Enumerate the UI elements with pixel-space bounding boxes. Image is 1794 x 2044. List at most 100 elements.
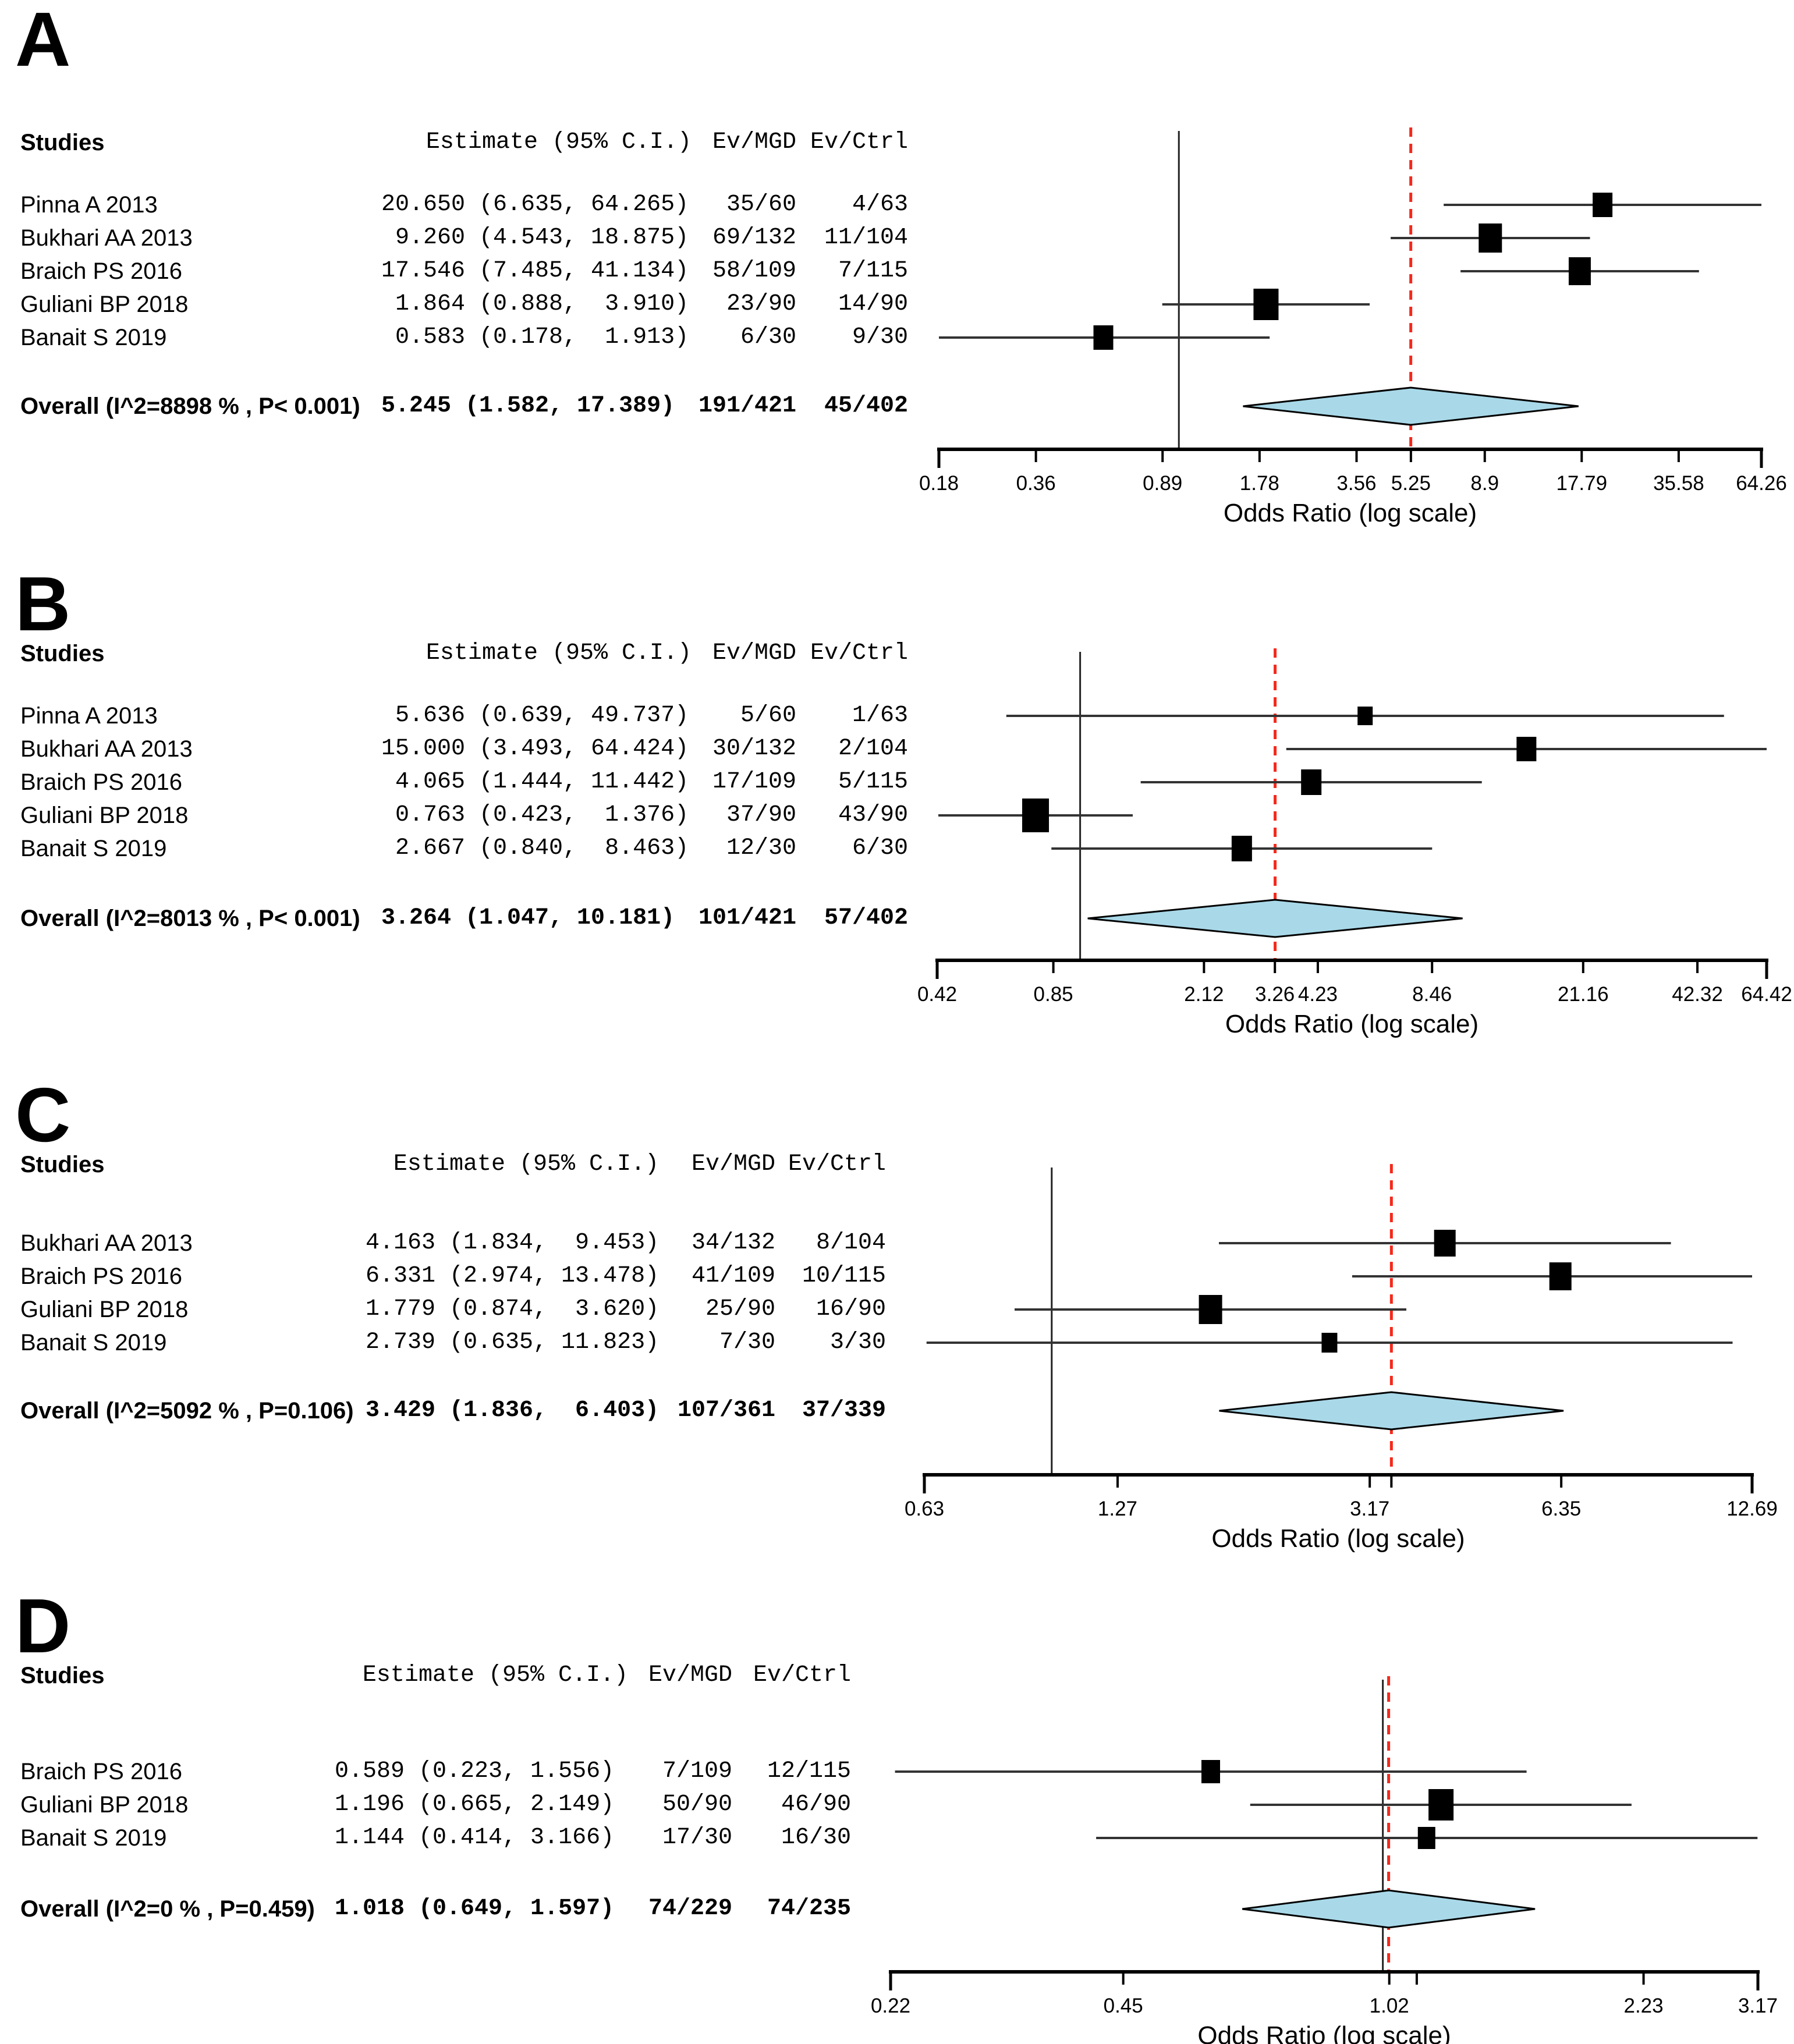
axis-tick-label: 0.22	[871, 1995, 910, 2017]
study-square	[1549, 1262, 1572, 1290]
axis-tick-label: 64.42	[1741, 983, 1792, 1006]
study-estimate-ci: 2.739 (0.635, 11.823)	[366, 1329, 660, 1355]
overall-events-mgd: 101/421	[698, 905, 796, 931]
col-header-studies: Studies	[20, 641, 105, 666]
study-events-ctrl: 6/30	[852, 835, 908, 861]
axis-tick-label: 42.32	[1672, 983, 1723, 1006]
study-events-mgd: 50/90	[662, 1791, 732, 1818]
study-estimate-ci: 1.196 (0.665, 2.149)	[335, 1791, 615, 1818]
study-square	[1253, 289, 1279, 320]
axis-title: Odds Ratio (log scale)	[1225, 1010, 1479, 1038]
axis-tick-label: 0.89	[1143, 472, 1182, 495]
forest-panel-b: B Studies Estimate (95% C.I.) Ev/MGD Ev/Ctrl…	[0, 511, 1794, 1039]
overall-estimate-ci: 3.264 (1.047, 10.181)	[381, 905, 675, 931]
col-header-ev-mgd: Ev/MGD	[691, 1151, 775, 1177]
col-header-studies: Studies	[20, 1152, 105, 1177]
overall-events-ctrl: 74/235	[767, 1896, 851, 1922]
study-events-mgd: 34/132	[691, 1230, 775, 1256]
study-events-ctrl: 16/90	[816, 1296, 886, 1322]
study-events-mgd: 7/30	[719, 1329, 775, 1355]
forest-panel-c: C Studies Estimate (95% C.I.) Ev/MGD Ev/Ctrl…	[0, 1022, 1794, 1553]
study-events-mgd: 35/60	[726, 191, 796, 218]
forest-plot-c: 0.63 1.27 3.17 6.35 12.69 Odds Ratio (log sca…	[905, 1164, 1778, 1553]
study-events-ctrl: 5/115	[838, 769, 908, 795]
panel-label: A	[15, 0, 71, 82]
study-events-mgd: 5/60	[740, 702, 796, 729]
overall-estimate-ci: 1.018 (0.649, 1.597)	[335, 1896, 615, 1922]
col-header-studies: Studies	[20, 130, 105, 155]
study-events-ctrl: 46/90	[781, 1791, 851, 1818]
study-events-mgd: 6/30	[740, 324, 796, 350]
overall-label: Overall (I^2=0 % , P=0.459)	[20, 1896, 315, 1922]
study-estimate-ci: 0.589 (0.223, 1.556)	[335, 1758, 615, 1784]
col-header-ev-mgd: Ev/MGD	[712, 640, 796, 666]
axis-title: Odds Ratio (log scale)	[1211, 1524, 1465, 1553]
study-events-ctrl: 16/30	[781, 1825, 851, 1851]
axis-tick-label: 8.9	[1470, 472, 1499, 495]
axis-tick-label: 6.35	[1541, 1497, 1581, 1520]
overall-label: Overall (I^2=8013 % , P< 0.001)	[20, 906, 360, 931]
study-events-mgd: 17/109	[712, 769, 796, 795]
overall-label: Overall (I^2=5092 % , P=0.106)	[20, 1398, 354, 1424]
col-header-estimate: Estimate (95% C.I.)	[426, 129, 692, 155]
axis-tick-label: 3.56	[1336, 472, 1376, 495]
study-events-mgd: 17/30	[662, 1825, 732, 1851]
axis-tick-label: 8.46	[1412, 983, 1452, 1006]
study-events-mgd: 7/109	[662, 1758, 732, 1784]
study-events-ctrl: 1/63	[852, 702, 908, 729]
study-estimate-ci: 1.779 (0.874, 3.620)	[366, 1296, 660, 1322]
col-header-studies: Studies	[20, 1663, 105, 1688]
study-square	[1301, 769, 1322, 795]
study-events-mgd: 37/90	[726, 802, 796, 828]
study-events-mgd: 58/109	[712, 258, 796, 284]
study-square	[1321, 1333, 1338, 1353]
col-header-ev-mgd: Ev/MGD	[648, 1662, 732, 1688]
study-name: Banait S 2019	[20, 325, 167, 350]
axis-tick-label: 12.69	[1726, 1497, 1778, 1520]
study-estimate-ci: 6.331 (2.974, 13.478)	[366, 1263, 660, 1289]
study-name: Banait S 2019	[20, 836, 167, 861]
study-events-ctrl: 10/115	[802, 1263, 886, 1289]
study-estimate-ci: 4.163 (1.834, 9.453)	[366, 1230, 660, 1256]
study-events-ctrl: 8/104	[816, 1230, 886, 1256]
axis-title: Odds Ratio (log scale)	[1197, 2021, 1451, 2044]
col-header-ev-ctrl: Ev/Ctrl	[810, 640, 908, 666]
forest-plot-d: 0.22 0.45 1.02 2.23 3.17 Odds Ratio (log scal…	[871, 1676, 1778, 2044]
study-name: Braich PS 2016	[20, 1759, 182, 1784]
axis-tick-label: 3.17	[1350, 1497, 1389, 1520]
study-events-mgd: 23/90	[726, 291, 796, 317]
forest-panel-a: A Studies Estimate (95% C.I.) Ev/MGD Ev/Ctrl…	[0, 0, 1794, 528]
summary-diamond	[1243, 386, 1579, 426]
study-name: Bukhari AA 2013	[20, 736, 193, 762]
study-estimate-ci: 1.144 (0.414, 3.166)	[335, 1825, 615, 1851]
study-events-ctrl: 11/104	[824, 225, 908, 251]
study-name: Braich PS 2016	[20, 1264, 182, 1289]
col-header-ev-ctrl: Ev/Ctrl	[810, 129, 908, 155]
axis-tick-label: 3.26	[1255, 983, 1295, 1006]
panel-label: B	[15, 561, 71, 647]
study-square	[1479, 223, 1502, 253]
study-events-mgd: 12/30	[726, 835, 796, 861]
axis-tick-label: 1.27	[1098, 1497, 1137, 1520]
study-events-mgd: 25/90	[705, 1296, 775, 1322]
study-name: Banait S 2019	[20, 1330, 167, 1355]
forest-panel-d: D Studies Estimate (95% C.I.) Ev/MGD Ev/Ctrl…	[0, 1533, 1794, 2044]
study-estimate-ci: 4.065 (1.444, 11.442)	[381, 769, 689, 795]
axis-tick-label: 4.23	[1298, 983, 1338, 1006]
panel-label: D	[15, 1583, 71, 1669]
study-events-mgd: 69/132	[712, 225, 796, 251]
study-square	[1568, 257, 1591, 285]
summary-diamond	[1087, 899, 1463, 938]
forest-plot-b: 0.42 0.85 2.12 3.26 4.23 8.46 21.16 42.32 64.42 O…	[917, 648, 1792, 1038]
study-events-mgd: 30/132	[712, 736, 796, 762]
overall-events-ctrl: 57/402	[824, 905, 908, 931]
study-estimate-ci: 2.667 (0.840, 8.463)	[381, 835, 689, 861]
study-estimate-ci: 1.864 (0.888, 3.910)	[381, 291, 689, 317]
study-name: Bukhari AA 2013	[20, 1230, 193, 1256]
study-name: Guliani BP 2018	[20, 803, 189, 828]
study-square	[1434, 1230, 1456, 1257]
study-estimate-ci: 17.546 (7.485, 41.134)	[381, 258, 689, 284]
col-header-estimate: Estimate (95% C.I.)	[393, 1151, 659, 1177]
col-header-ev-mgd: Ev/MGD	[712, 129, 796, 155]
